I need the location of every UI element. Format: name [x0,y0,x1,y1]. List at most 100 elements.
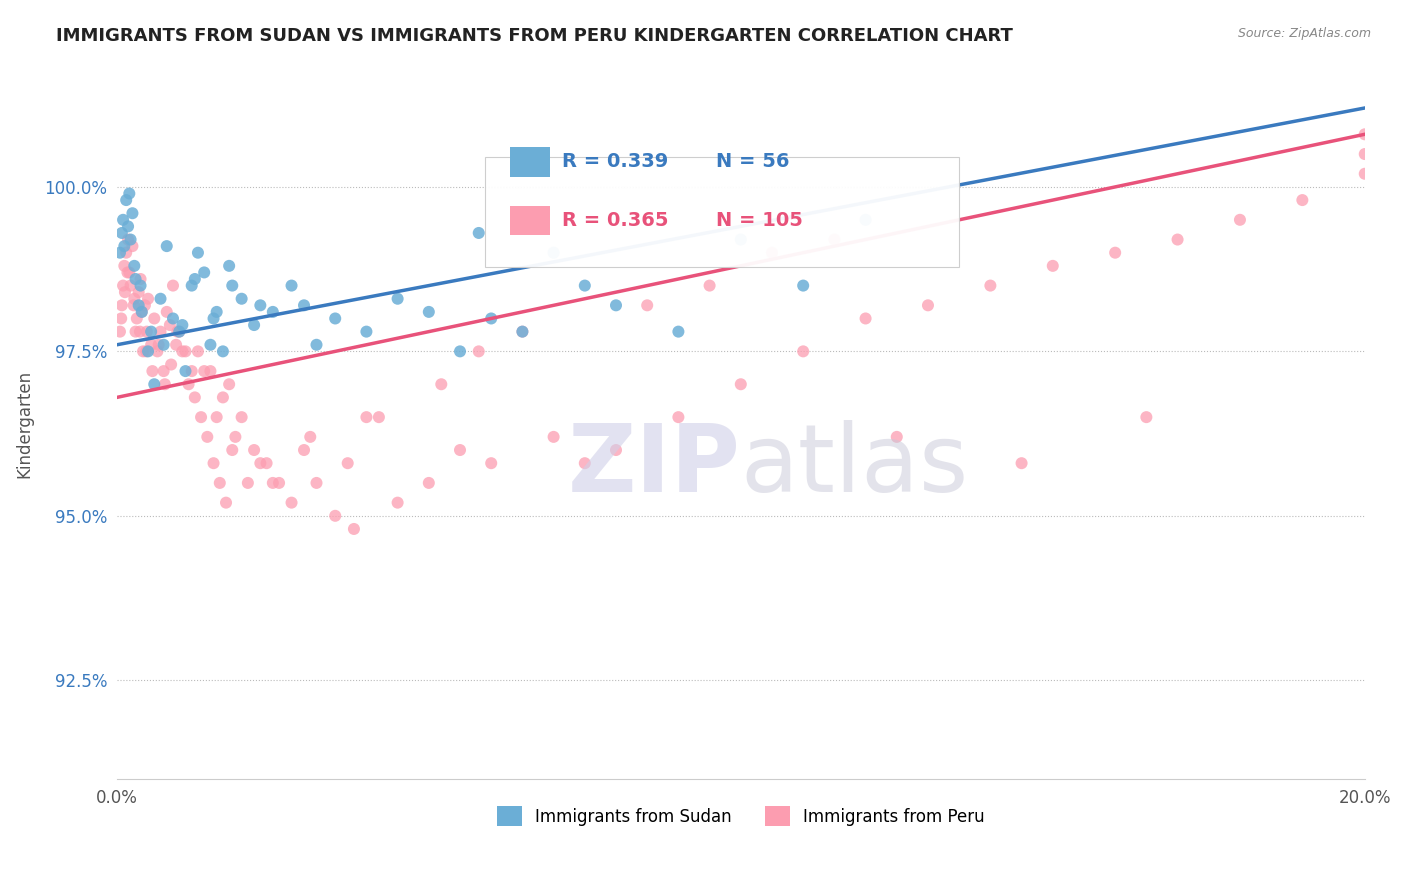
Point [121,206,143,220]
Point [221,443,243,458]
Point [418,305,440,319]
Point [574,278,596,293]
Point [124,272,146,286]
Point [262,305,284,319]
Point [149,292,172,306]
Point [305,338,328,352]
Point [112,259,135,273]
Point [512,325,534,339]
Point [668,410,690,425]
Point [148,338,170,352]
Point [299,430,322,444]
Point [108,325,131,339]
Point [184,391,207,405]
Point [280,278,302,293]
Point [249,298,271,312]
Point [336,456,359,470]
Point [166,325,188,339]
Point [1104,245,1126,260]
Text: R = 0.339: R = 0.339 [562,152,669,171]
Point [141,338,163,352]
Point [292,298,315,312]
Point [111,226,134,240]
Point [224,430,246,444]
Point [1167,233,1189,247]
Point [730,233,752,247]
Point [141,325,163,339]
Point [124,259,146,273]
Point [146,344,169,359]
Point [467,226,489,240]
Point [136,344,159,359]
Point [430,377,453,392]
Point [479,311,502,326]
Point [449,344,471,359]
Point [979,278,1001,293]
Point [174,344,197,359]
Point [112,239,135,253]
Point [149,325,172,339]
Point [156,239,179,253]
Point [117,233,139,247]
Point [218,377,240,392]
Point [135,344,157,359]
Point [114,285,136,300]
Text: IMMIGRANTS FROM SUDAN VS IMMIGRANTS FROM PERU KINDERGARTEN CORRELATION CHART: IMMIGRANTS FROM SUDAN VS IMMIGRANTS FROM… [56,27,1014,45]
Point [122,298,145,312]
Point [108,245,131,260]
Point [167,325,190,339]
Point [668,325,690,339]
Point [280,496,302,510]
Point [131,305,153,319]
Point [187,245,209,260]
Point [132,344,155,359]
Point [112,212,135,227]
Point [467,344,489,359]
Point [1011,456,1033,470]
Point [512,325,534,339]
Point [167,325,190,339]
Point [418,475,440,490]
Point [221,278,243,293]
Point [1354,128,1376,142]
Point [165,338,187,352]
Point [152,364,174,378]
Point [125,311,148,326]
Point [159,318,181,332]
Point [156,305,179,319]
Point [153,377,176,392]
FancyBboxPatch shape [510,206,550,235]
Point [121,239,143,253]
Point [367,410,389,425]
Point [262,475,284,490]
Point [112,278,135,293]
Point [267,475,290,490]
Point [128,285,150,300]
Point [118,186,141,201]
Point [356,410,378,425]
Point [184,272,207,286]
Point [231,292,253,306]
Text: R = 0.365: R = 0.365 [562,211,669,230]
Point [208,475,231,490]
Point [162,311,184,326]
Point [128,298,150,312]
Point [180,364,202,378]
Point [115,245,138,260]
Point [292,443,315,458]
Point [136,292,159,306]
Point [180,278,202,293]
Point [1042,259,1064,273]
Text: N = 56: N = 56 [716,152,789,171]
Point [205,410,228,425]
Point [218,259,240,273]
Point [134,298,156,312]
Point [323,508,346,523]
Point [574,456,596,470]
Y-axis label: Kindergarten: Kindergarten [15,369,32,478]
Point [605,298,627,312]
Point [730,377,752,392]
FancyBboxPatch shape [485,157,959,268]
Text: atlas: atlas [741,420,969,512]
Point [605,443,627,458]
